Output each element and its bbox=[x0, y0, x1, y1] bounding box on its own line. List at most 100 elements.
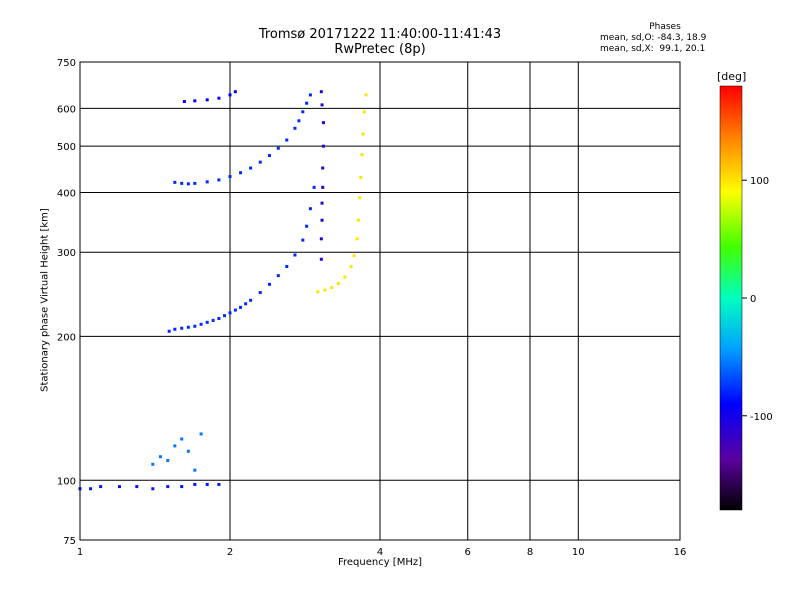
data-point bbox=[244, 302, 248, 306]
data-point bbox=[361, 132, 365, 136]
data-point bbox=[173, 327, 177, 331]
data-point bbox=[360, 153, 364, 157]
data-point bbox=[167, 329, 171, 333]
data-point bbox=[316, 290, 320, 294]
y-tick-label: 75 bbox=[63, 536, 76, 547]
data-point bbox=[249, 298, 253, 302]
data-point bbox=[249, 166, 253, 170]
data-point bbox=[319, 90, 323, 94]
colorbar-tick-label: 0 bbox=[750, 294, 756, 305]
data-point bbox=[319, 257, 323, 261]
data-point bbox=[89, 487, 93, 491]
data-point bbox=[217, 96, 221, 100]
data-point bbox=[352, 254, 356, 258]
data-point bbox=[186, 325, 190, 329]
data-point bbox=[205, 98, 209, 102]
y-tick-label: 500 bbox=[57, 142, 76, 153]
data-point bbox=[336, 282, 340, 286]
data-point bbox=[211, 318, 215, 322]
data-point bbox=[135, 485, 139, 489]
data-point bbox=[312, 185, 316, 189]
y-tick-label: 600 bbox=[57, 104, 76, 115]
y-tick-label: 750 bbox=[57, 58, 76, 69]
data-point bbox=[205, 180, 209, 184]
data-point bbox=[223, 314, 227, 318]
data-point bbox=[321, 185, 325, 189]
data-point bbox=[217, 178, 221, 182]
data-point bbox=[293, 253, 297, 257]
data-point bbox=[297, 119, 301, 123]
data-point bbox=[182, 100, 186, 104]
stats-x-mode: mean, sd,X: 99.1, 20.1 bbox=[600, 44, 706, 54]
data-point bbox=[330, 286, 334, 290]
data-point bbox=[319, 237, 323, 241]
data-point bbox=[258, 291, 262, 295]
data-point bbox=[228, 311, 232, 315]
y-tick-label: 300 bbox=[57, 248, 76, 259]
data-point bbox=[173, 180, 177, 184]
data-point bbox=[285, 265, 289, 269]
data-point bbox=[158, 455, 162, 459]
y-tick-label: 200 bbox=[57, 332, 76, 343]
data-point bbox=[359, 175, 363, 179]
data-point bbox=[364, 93, 368, 97]
data-point bbox=[205, 482, 209, 486]
x-axis-label: Frequency [MHz] bbox=[337, 557, 423, 568]
data-point bbox=[180, 181, 184, 185]
data-point bbox=[199, 322, 203, 326]
x-tick-label: 10 bbox=[572, 547, 585, 558]
data-point bbox=[193, 181, 197, 185]
data-point bbox=[180, 326, 184, 330]
data-point bbox=[228, 93, 232, 97]
data-point bbox=[320, 201, 324, 205]
data-point bbox=[301, 110, 305, 114]
y-tick-label: 100 bbox=[57, 476, 76, 487]
data-point bbox=[199, 432, 203, 436]
data-point bbox=[276, 274, 280, 278]
data-point bbox=[228, 175, 232, 179]
data-points bbox=[78, 90, 368, 491]
data-point bbox=[193, 482, 197, 486]
data-point bbox=[323, 288, 327, 292]
data-point bbox=[285, 138, 289, 142]
data-point bbox=[320, 103, 324, 107]
y-tick-label: 400 bbox=[57, 188, 76, 199]
grid-lines bbox=[80, 62, 680, 540]
x-tick-label: 4 bbox=[377, 547, 383, 558]
data-point bbox=[180, 485, 184, 489]
data-point bbox=[239, 171, 243, 175]
data-point bbox=[305, 101, 309, 105]
x-tick-label: 1 bbox=[77, 547, 83, 558]
data-point bbox=[321, 166, 325, 170]
colorbar-tick-label: 100 bbox=[750, 176, 769, 187]
data-point bbox=[117, 485, 121, 489]
chart-subtitle: RwPretec (8p) bbox=[334, 42, 426, 57]
data-point bbox=[151, 462, 155, 466]
data-point bbox=[343, 275, 347, 279]
data-point bbox=[349, 265, 353, 269]
data-point bbox=[186, 449, 190, 453]
data-point bbox=[233, 308, 237, 312]
data-point bbox=[276, 146, 280, 150]
data-point bbox=[99, 485, 103, 489]
data-point bbox=[258, 160, 262, 164]
data-point bbox=[233, 90, 237, 94]
data-point bbox=[205, 320, 209, 324]
colorbar-tick-label: -100 bbox=[750, 412, 773, 423]
data-point bbox=[193, 99, 197, 103]
data-point bbox=[267, 154, 271, 158]
data-point bbox=[308, 207, 312, 211]
chart-title: Tromsø 20171222 11:40:00-11:41:43 bbox=[258, 27, 502, 42]
data-point bbox=[358, 196, 362, 200]
data-point bbox=[166, 458, 170, 462]
x-tick-label: 8 bbox=[527, 547, 533, 558]
data-point bbox=[166, 485, 170, 489]
phase-stats: Phases mean, sd,O: -84.3, 18.9 mean, sd,… bbox=[600, 22, 730, 55]
colorbar-unit: [deg] bbox=[717, 70, 747, 83]
axis-ticks: 1 2 4 6 8 10 16 75 100 200 300 400 500 600 750 bbox=[57, 58, 686, 558]
data-point bbox=[321, 121, 325, 125]
data-point bbox=[267, 282, 271, 286]
data-point bbox=[301, 238, 305, 242]
data-point bbox=[217, 482, 221, 486]
